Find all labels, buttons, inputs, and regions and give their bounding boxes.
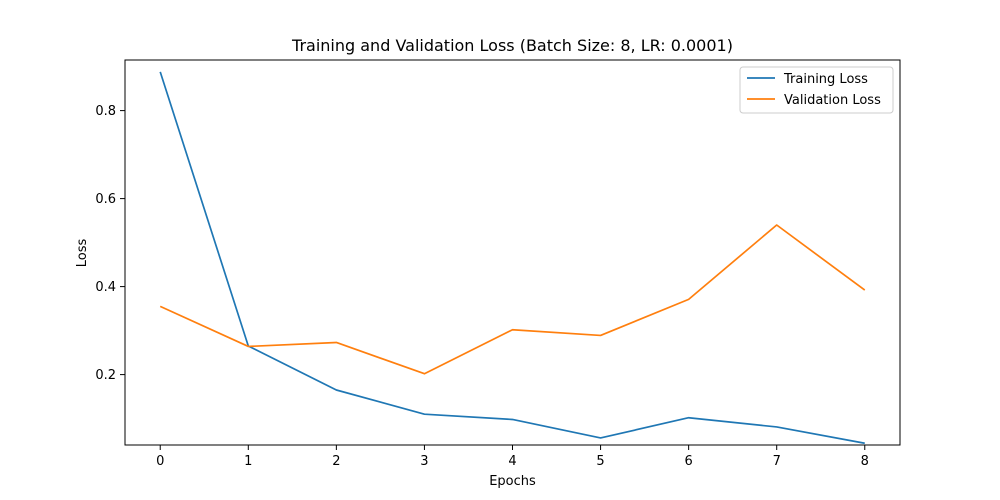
x-tick-label: 7: [773, 454, 781, 469]
y-axis-ticks: 0.2 0.4 0.6 0.8: [95, 104, 125, 383]
training-loss-line: [159, 71, 865, 445]
x-tick-label: 3: [420, 454, 428, 469]
legend: Training Loss Validation Loss: [739, 66, 894, 114]
validation-loss-line: [159, 224, 866, 375]
x-axis-ticks: 0 1 2 3 4 5 6 7 8: [156, 445, 869, 469]
x-tick-label: 1: [244, 454, 252, 469]
y-tick-label: 0.6: [95, 192, 116, 207]
legend-label-training: Training Loss: [783, 72, 868, 87]
y-tick-label: 0.8: [95, 104, 116, 119]
x-tick-label: 2: [332, 454, 340, 469]
y-tick-label: 0.2: [95, 368, 116, 383]
x-tick-label: 6: [684, 454, 692, 469]
x-tick-label: 8: [861, 454, 869, 469]
y-axis-label: Loss: [75, 239, 90, 268]
legend-label-validation: Validation Loss: [784, 93, 881, 108]
x-tick-label: 0: [156, 454, 164, 469]
y-tick-label: 0.4: [95, 280, 116, 295]
series-layer: [159, 71, 866, 445]
chart-title: Training and Validation Loss (Batch Size…: [291, 36, 733, 55]
x-tick-label: 4: [508, 454, 516, 469]
legend-box: [739, 66, 894, 114]
x-axis-label: Epochs: [489, 474, 536, 489]
plot-frame: [124, 59, 901, 446]
x-tick-label: 5: [596, 454, 604, 469]
